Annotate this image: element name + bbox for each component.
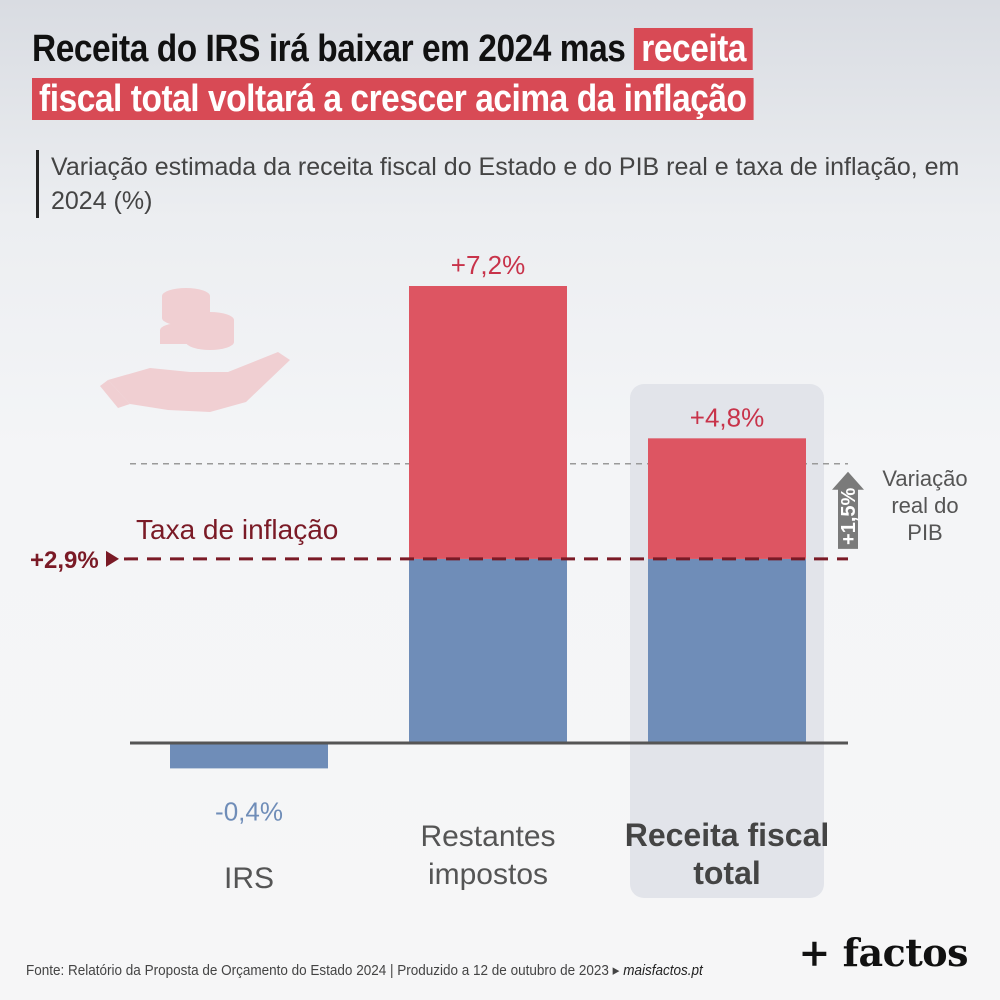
pib-label-line-2: PIB [907, 520, 942, 545]
chart-title: Receita do IRS irá baixar em 2024 mas re… [32, 24, 972, 124]
bar-value-label-1: +7,2% [451, 250, 525, 280]
chart-subtitle: Variação estimada da receita fiscal do E… [36, 150, 991, 218]
title-part1: Receita do IRS irá baixar em 2024 mas [32, 28, 626, 70]
coins-in-hand-icon [100, 288, 290, 412]
inflation-label: Taxa de inflação [136, 514, 338, 545]
category-label-2-line-1: total [693, 855, 761, 891]
title-highlight-2: fiscal total voltará a crescer acima da … [32, 78, 754, 120]
bar-1-above-inflation [409, 286, 567, 559]
pib-value-label: +1,5% [838, 487, 860, 544]
bar-value-label-0: -0,4% [215, 796, 283, 826]
bar-2-below-inflation [648, 558, 806, 743]
pib-label-line-0: Variação [882, 466, 967, 491]
pib-label-line-1: real do [891, 493, 958, 518]
category-label-1-line-0: Restantes [420, 820, 555, 853]
category-label-1-line-1: impostos [428, 858, 548, 891]
bar-1-below-inflation [409, 558, 567, 743]
inflation-pointer-icon [106, 550, 119, 567]
title-highlight-1: receita [634, 28, 754, 70]
bar-value-label-2: +4,8% [690, 402, 764, 432]
footer-site-link[interactable]: maisfactos.pt [623, 962, 703, 979]
up-arrow-icon [832, 471, 864, 549]
footer-source: Fonte: Relatório da Proposta de Orçament… [26, 962, 620, 979]
brand-logo: + factos [798, 930, 969, 975]
title-line-1: Receita do IRS irá baixar em 2024 mas re… [32, 24, 754, 74]
inflation-value-label: +2,9% [30, 547, 99, 574]
category-label-2-line-0: Receita fiscal [625, 817, 830, 853]
title-line-2: fiscal total voltará a crescer acima da … [32, 74, 754, 124]
bar-0-negative [170, 743, 328, 769]
category-label-0-line-0: IRS [224, 862, 274, 895]
footer: Fonte: Relatório da Proposta de Orçament… [26, 961, 703, 979]
bar-2-above-inflation [648, 438, 806, 559]
